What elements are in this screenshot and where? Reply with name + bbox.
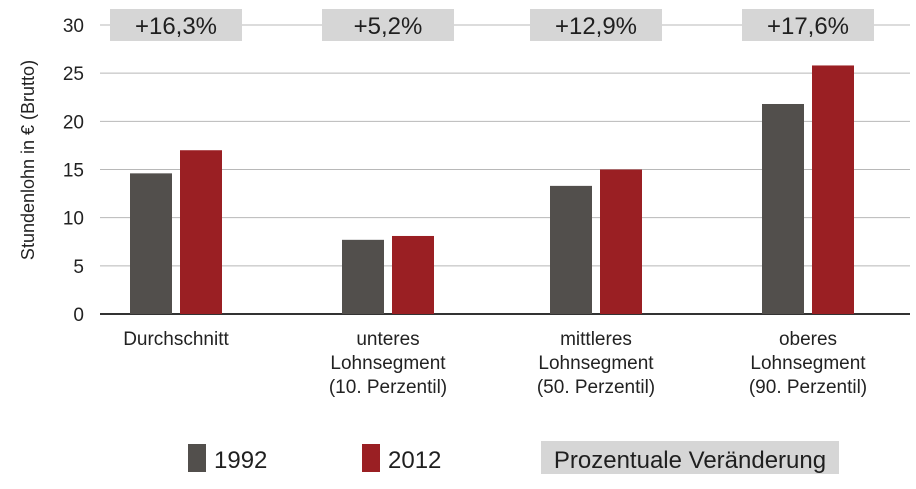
bar-1992	[762, 103, 804, 314]
category-label-line: (90. Perzentil)	[749, 377, 867, 398]
y-tick-label: 30	[63, 16, 84, 37]
category-label: unteres Lohnsegment (10. Perzentil)	[329, 329, 447, 398]
category-label-line: unteres	[356, 329, 419, 350]
percent-change-label: +5,2%	[354, 13, 423, 40]
percent-change-label: +17,6%	[767, 13, 849, 40]
y-axis-label: Stundenlohn in € (Brutto)	[18, 60, 38, 260]
bars	[130, 65, 854, 315]
bar-2012	[392, 235, 434, 314]
bar-1992	[130, 173, 172, 314]
percent-change-box	[530, 9, 662, 41]
y-tick-label: 20	[63, 112, 84, 133]
bar-2012	[600, 169, 642, 314]
category-label-line: oberes	[779, 329, 837, 350]
category-label-line: mittleres	[560, 329, 632, 350]
category-label: Durchschnitt	[123, 329, 229, 350]
legend-label-2012: 2012	[388, 447, 441, 474]
legend-swatch-1992	[188, 444, 206, 472]
bar-2012	[180, 150, 222, 314]
legend: 1992 2012 Prozentuale Veränderung	[188, 441, 839, 474]
percent-change-box	[322, 9, 454, 41]
category-label: mittleres Lohnsegment (50. Perzentil)	[537, 329, 655, 398]
percent-change-box	[742, 9, 874, 41]
percent-change-box	[110, 9, 242, 41]
category-label-line: Durchschnitt	[123, 329, 229, 350]
legend-swatch-2012	[362, 444, 380, 472]
percent-change-label: +12,9%	[555, 13, 637, 40]
y-tick-label: 5	[73, 257, 84, 278]
y-tick-label: 0	[73, 305, 84, 326]
category-label-line: (50. Perzentil)	[537, 377, 655, 398]
category-label-line: Lohnsegment	[538, 353, 654, 374]
y-tick-label: 25	[63, 64, 84, 85]
y-tick-label: 15	[63, 161, 84, 182]
bar-1992	[342, 239, 384, 314]
percent-change-labels: +16,3% +5,2% +12,9% +17,6%	[110, 9, 874, 41]
category-label-line: Lohnsegment	[330, 353, 446, 374]
legend-label-change: Prozentuale Veränderung	[554, 447, 826, 474]
bar-2012	[812, 65, 854, 315]
legend-swatch-change	[541, 441, 839, 474]
category-label-line: (10. Perzentil)	[329, 377, 447, 398]
category-labels: Durchschnitt unteres Lohnsegment (10. Perze…	[123, 329, 867, 398]
y-tick-label: 10	[63, 209, 84, 230]
category-label: oberes Lohnsegment (90. Perzentil)	[749, 329, 867, 398]
legend-label-1992: 1992	[214, 447, 267, 474]
percent-change-label: +16,3%	[135, 13, 217, 40]
category-label-line: Lohnsegment	[750, 353, 866, 374]
bar-1992	[550, 185, 592, 314]
